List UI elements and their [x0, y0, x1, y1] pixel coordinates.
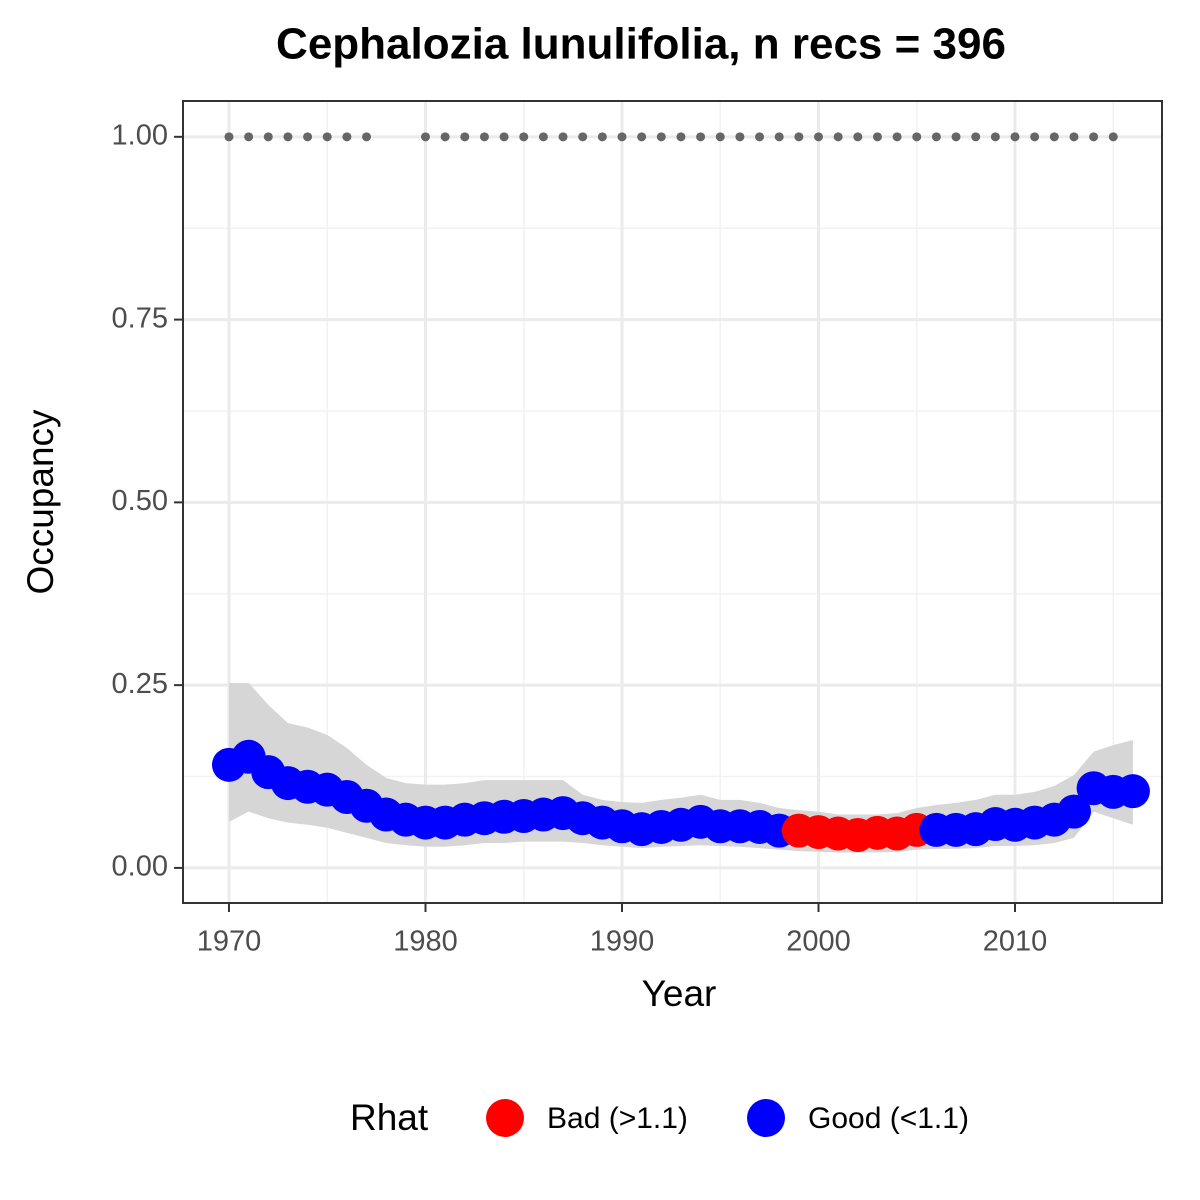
record-point [362, 132, 372, 142]
legend-key [747, 1099, 785, 1137]
record-point [774, 132, 784, 142]
record-point [912, 132, 922, 142]
record-point [244, 132, 254, 142]
record-point [558, 132, 568, 142]
record-point [283, 132, 293, 142]
record-point [303, 132, 313, 142]
legend-key [486, 1099, 524, 1137]
record-point [951, 132, 961, 142]
record-point [1089, 132, 1099, 142]
record-point [538, 132, 548, 142]
record-point [715, 132, 725, 142]
record-point [578, 132, 588, 142]
plot-border [182, 100, 1163, 904]
record-point [656, 132, 666, 142]
y-tick-label: 0.00 [112, 851, 168, 883]
record-point [872, 132, 882, 142]
legend-title: Rhat [350, 1097, 429, 1138]
record-point [833, 132, 843, 142]
record-point [597, 132, 607, 142]
record-point [971, 132, 981, 142]
x-tick-label: 2000 [786, 926, 851, 958]
y-tick-label: 0.25 [112, 668, 168, 700]
y-axis-title: Occupancy [20, 409, 61, 595]
record-point [931, 132, 941, 142]
record-point [342, 132, 352, 142]
record-point [755, 132, 765, 142]
record-point [1108, 132, 1118, 142]
record-point [696, 132, 706, 142]
record-point [224, 132, 234, 142]
record-point [519, 132, 529, 142]
record-point [676, 132, 686, 142]
record-point [263, 132, 273, 142]
chart-title: Cephalozia lunulifolia, n recs = 396 [276, 20, 1006, 69]
y-tick-label: 0.50 [112, 485, 168, 517]
record-point [1049, 132, 1059, 142]
record-point [853, 132, 863, 142]
y-tick-label: 0.75 [112, 302, 168, 334]
record-point [460, 132, 470, 142]
y-tick-label: 1.00 [112, 119, 168, 151]
record-point [499, 132, 509, 142]
record-point [322, 132, 332, 142]
record-point [990, 132, 1000, 142]
record-point [814, 132, 824, 142]
record-point [735, 132, 745, 142]
legend-label: Good (<1.1) [808, 1102, 969, 1135]
occupancy-point [1056, 794, 1091, 829]
record-point [892, 132, 902, 142]
record-point [794, 132, 804, 142]
x-tick-label: 1970 [197, 926, 262, 958]
record-point [1010, 132, 1020, 142]
x-tick-label: 2010 [983, 926, 1048, 958]
x-tick-label: 1980 [393, 926, 458, 958]
legend-label: Bad (>1.1) [547, 1102, 688, 1135]
record-point [1030, 132, 1040, 142]
x-tick-label: 1990 [590, 926, 655, 958]
record-point [479, 132, 489, 142]
record-point [440, 132, 450, 142]
record-point [420, 132, 430, 142]
x-axis-title: Year [642, 973, 717, 1014]
record-point [637, 132, 647, 142]
record-point [1069, 132, 1079, 142]
record-point [617, 132, 627, 142]
occupancy-point [1115, 774, 1150, 809]
